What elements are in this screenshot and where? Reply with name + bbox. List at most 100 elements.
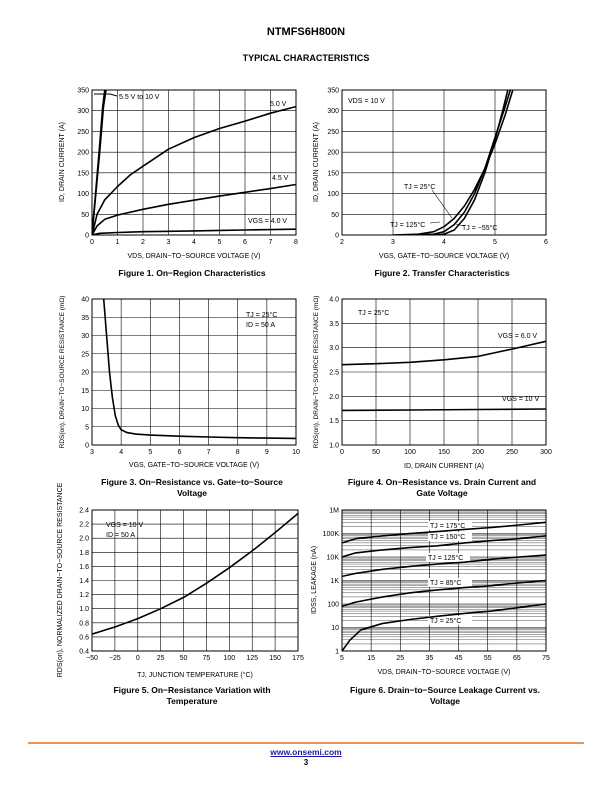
y-tick-label: 150: [327, 170, 339, 177]
x-tick-label: 10: [292, 449, 300, 456]
y-tick-label: 4.0: [329, 297, 339, 304]
x-tick-label: 35: [426, 655, 434, 662]
x-tick-label: 8: [236, 449, 240, 456]
y-tick-label: 2.4: [79, 508, 89, 515]
fig3-annot-id: ID = 50 A: [246, 322, 275, 329]
y-tick-label: 0.6: [79, 634, 89, 641]
series-line: [342, 603, 546, 651]
series-line: [342, 340, 546, 366]
y-tick-label: 20: [81, 370, 89, 377]
x-tick-label: 50: [180, 655, 188, 662]
footer-url-link[interactable]: www.onsemi.com: [270, 747, 342, 757]
y-tick-label: 1.2: [79, 592, 89, 599]
x-tick-label: 2: [340, 239, 344, 246]
x-tick-label: 150: [269, 655, 281, 662]
fig1-annot-5.0v: 5.0 V: [270, 101, 287, 108]
x-tick-label: 9: [265, 449, 269, 456]
fig6-annot-temp: TJ = 25°C: [430, 617, 461, 625]
fig6-annot-temp: TJ = 85°C: [430, 579, 461, 587]
chart-fig6: IDSS, LEAKAGE (nA) VDS, DRAIN−TO−SOURCE …: [311, 508, 550, 677]
y-tick-label: 50: [81, 212, 89, 219]
page-number: 3: [303, 758, 309, 767]
y-tick-label: 1.8: [79, 550, 89, 557]
y-tick-label: 1.0: [79, 606, 89, 613]
x-tick-label: 55: [484, 655, 492, 662]
fig3-xlabel: VGS, GATE−TO−SOURCE VOLTAGE (V): [129, 462, 259, 469]
y-tick-label: 1.5: [329, 418, 339, 425]
x-tick-label: 8: [294, 239, 298, 246]
y-tick-label: 1: [335, 649, 339, 656]
x-tick-label: 75: [542, 655, 550, 662]
fig4-annot-10v: VGS = 10 V: [502, 396, 539, 403]
series-line: [433, 90, 509, 235]
y-tick-label: 0: [335, 233, 339, 240]
x-tick-label: 3: [391, 239, 395, 246]
fig1-xlabel: VDS, DRAIN−TO−SOURCE VOLTAGE (V): [127, 253, 260, 260]
fig1-annot-5.5-10v: 5.5 V to 10 V: [119, 94, 160, 101]
fig1-ylabel: ID, DRAIN CURRENT (A): [59, 122, 66, 202]
y-tick-label: 2.0: [79, 536, 89, 543]
x-tick-label: −25: [109, 655, 121, 662]
x-tick-label: 45: [455, 655, 463, 662]
y-tick-label: 0.4: [79, 649, 89, 656]
chart-fig3: RDS(on), DRAIN−TO−SOURCE RESISTANCE (mΩ)…: [59, 296, 300, 469]
y-tick-label: 1M: [329, 508, 339, 515]
x-tick-label: 5: [340, 655, 344, 662]
series-line: [92, 228, 296, 235]
y-tick-label: 0.8: [79, 620, 89, 627]
y-tick-label: 200: [327, 150, 339, 157]
y-tick-label: 35: [81, 315, 89, 322]
x-tick-label: 0: [340, 449, 344, 456]
series-line: [92, 512, 298, 635]
y-tick-label: 25: [81, 351, 89, 358]
fig4-xlabel: ID, DRAIN CURRENT (A): [404, 463, 484, 470]
x-tick-label: 3: [90, 449, 94, 456]
x-tick-label: 25: [396, 655, 404, 662]
chart-fig1: ID, DRAIN CURRENT (A) VDS, DRAIN−TO−SOUR…: [59, 88, 298, 261]
y-tick-label: 3.5: [329, 321, 339, 328]
y-tick-label: 40: [81, 297, 89, 304]
y-tick-label: 250: [327, 129, 339, 136]
y-tick-label: 2.5: [329, 370, 339, 377]
y-tick-label: 30: [81, 333, 89, 340]
x-tick-label: 5: [218, 239, 222, 246]
y-tick-label: 1.0: [329, 443, 339, 450]
y-tick-label: 0: [85, 443, 89, 450]
x-tick-label: 3: [167, 239, 171, 246]
x-tick-label: 25: [157, 655, 165, 662]
series-line: [92, 183, 296, 235]
y-tick-label: 0: [85, 233, 89, 240]
series-line: [342, 579, 546, 608]
y-tick-label: 200: [77, 150, 89, 157]
section-title: TYPICAL CHARACTERISTICS: [242, 53, 370, 63]
series-line: [102, 299, 296, 440]
x-tick-label: −50: [86, 655, 98, 662]
fig5-annot-id: ID = 50 A: [106, 532, 135, 539]
y-tick-label: 50: [331, 212, 339, 219]
fig3-annot-tj: TJ = 25°C: [246, 311, 277, 319]
x-tick-label: 1: [116, 239, 120, 246]
fig2-ylabel: ID, DRAIN CURRENT (A): [313, 122, 320, 202]
x-tick-label: 4: [192, 239, 196, 246]
x-tick-label: 2: [141, 239, 145, 246]
y-tick-label: 5: [85, 424, 89, 431]
y-tick-label: 350: [77, 88, 89, 95]
figure-5-caption: Figure 5. On−Resistance Variation with T…: [113, 685, 271, 706]
x-tick-label: 150: [438, 449, 450, 456]
y-tick-label: 10: [81, 406, 89, 413]
x-tick-label: 15: [367, 655, 375, 662]
series-line: [342, 521, 546, 544]
chart-fig5: RDS(on), NORMALIZED DRAIN−TO−SOURCE RESI…: [57, 482, 304, 679]
figure-4-caption: Figure 4. On−Resistance vs. Drain Curren…: [347, 477, 537, 498]
x-tick-label: 6: [177, 449, 181, 456]
x-tick-label: 250: [506, 449, 518, 456]
x-tick-label: 6: [243, 239, 247, 246]
y-tick-label: 2.0: [329, 394, 339, 401]
x-tick-label: 0: [136, 655, 140, 662]
fig2-annot-25c: TJ = 25°C: [404, 183, 435, 191]
x-tick-label: 200: [472, 449, 484, 456]
x-tick-label: 75: [203, 655, 211, 662]
series-line: [342, 554, 546, 578]
fig2-annot-55c: TJ = −55°C: [462, 224, 497, 232]
chart-fig4: RDS(on), DRAIN−TO−SOURCE RESISTANCE (mΩ)…: [313, 296, 552, 470]
